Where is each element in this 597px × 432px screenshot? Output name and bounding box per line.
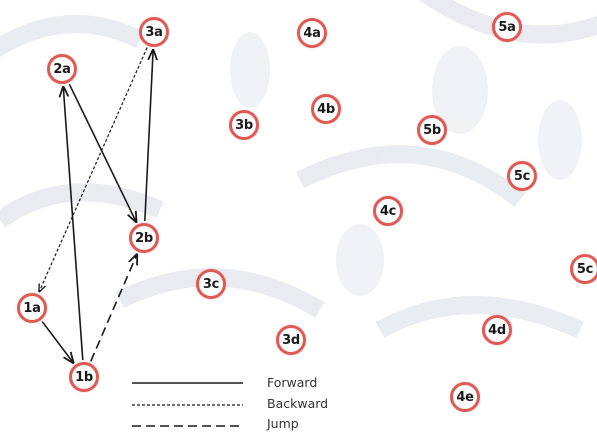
node-4c: 4c — [373, 196, 403, 226]
legend — [132, 382, 243, 427]
node-4a: 4a — [297, 18, 327, 48]
legend-forward-label: Forward — [267, 375, 318, 390]
edge-2a-2b-forward — [68, 83, 136, 222]
edge-2b-3a-forward — [144, 50, 153, 222]
node-5a: 5a — [492, 12, 522, 42]
node-3c: 3c — [196, 269, 226, 299]
node-4d: 4d — [482, 315, 512, 345]
node-2a: 2a — [47, 54, 77, 84]
edge-1b-2a-forward — [63, 87, 84, 361]
edge-3a-1a-backward — [39, 47, 148, 292]
node-3b: 3b — [229, 110, 259, 140]
node-1a: 1a — [17, 293, 47, 323]
node-5d: 5c — [570, 254, 597, 284]
node-3d: 3d — [276, 325, 306, 355]
node-3a: 3a — [139, 17, 169, 47]
node-4e: 4e — [450, 382, 480, 412]
legend-backward-label: Backward — [267, 396, 329, 411]
node-5b: 5b — [417, 115, 447, 145]
edge-1b-2b-jump — [90, 255, 137, 362]
node-1b: 1b — [69, 362, 99, 392]
node-2b: 2b — [129, 223, 159, 253]
node-5c: 5c — [507, 161, 537, 191]
node-4b: 4b — [311, 94, 341, 124]
legend-jump-label: Jump — [267, 416, 299, 431]
edge-1a-1b-forward — [41, 321, 73, 363]
